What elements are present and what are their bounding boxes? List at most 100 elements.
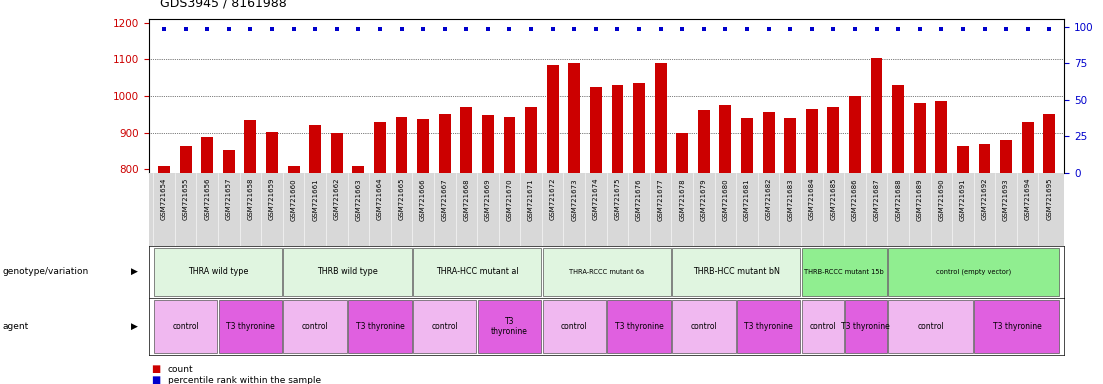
Bar [417, 119, 429, 384]
Point [803, 26, 821, 33]
Text: control: control [918, 322, 944, 331]
Bar [396, 117, 407, 384]
Point [674, 26, 692, 33]
Bar [762, 113, 774, 384]
Text: GSM721677: GSM721677 [657, 178, 664, 220]
Bar [676, 132, 688, 384]
Text: GDS3945 / 8161988: GDS3945 / 8161988 [160, 0, 287, 10]
Point [199, 26, 216, 33]
Point [781, 26, 799, 33]
Text: GSM721690: GSM721690 [939, 178, 944, 220]
Bar [741, 118, 753, 384]
Bar [439, 114, 451, 384]
Point [760, 26, 778, 33]
Text: T3 thyronine: T3 thyronine [745, 322, 793, 331]
Point [522, 26, 539, 33]
Text: control: control [302, 322, 329, 331]
Point [825, 26, 843, 33]
Text: GSM721675: GSM721675 [614, 178, 621, 220]
Text: GSM721689: GSM721689 [917, 178, 923, 220]
Bar [672, 300, 736, 353]
Point [587, 26, 604, 33]
Point [501, 26, 518, 33]
Bar [460, 107, 472, 384]
Text: agent: agent [2, 322, 29, 331]
Bar [568, 63, 580, 384]
Bar [482, 115, 494, 384]
Text: control: control [561, 322, 588, 331]
Bar [309, 125, 321, 384]
Bar [154, 248, 282, 296]
Text: ▶: ▶ [131, 322, 138, 331]
Bar [352, 166, 364, 384]
Bar [633, 83, 645, 384]
Bar [288, 166, 300, 384]
Bar [158, 166, 170, 384]
Bar [888, 248, 1059, 296]
Point [479, 26, 496, 33]
Bar [413, 300, 476, 353]
Point [695, 26, 713, 33]
Bar [827, 107, 839, 384]
Text: GSM721679: GSM721679 [700, 178, 707, 220]
Text: GSM721662: GSM721662 [334, 178, 340, 220]
Bar [223, 151, 235, 384]
Bar [547, 65, 558, 384]
Bar [845, 300, 887, 353]
Point [242, 26, 259, 33]
Point [932, 26, 950, 33]
Text: THRA-RCCC mutant 6a: THRA-RCCC mutant 6a [569, 269, 644, 275]
Text: control: control [172, 322, 199, 331]
Point [717, 26, 735, 33]
Text: count: count [168, 365, 193, 374]
Point [307, 26, 324, 33]
Point [415, 26, 432, 33]
Bar [1000, 140, 1013, 384]
Point [630, 26, 647, 33]
Point [436, 26, 453, 33]
Point [738, 26, 756, 33]
Point [393, 26, 410, 33]
Bar [784, 118, 796, 384]
Text: ▶: ▶ [131, 267, 138, 276]
Point [285, 26, 302, 33]
Bar [935, 101, 947, 384]
Bar [504, 117, 515, 384]
Text: GSM721664: GSM721664 [377, 178, 383, 220]
Text: GSM721669: GSM721669 [485, 178, 491, 220]
Text: GSM721659: GSM721659 [269, 178, 275, 220]
Text: T3 thyronine: T3 thyronine [842, 322, 890, 331]
Bar [802, 248, 887, 296]
Text: T3 thyronine: T3 thyronine [993, 322, 1041, 331]
Bar [283, 248, 411, 296]
Bar [849, 96, 861, 384]
Bar [978, 144, 990, 384]
Point [176, 26, 194, 33]
Point [566, 26, 583, 33]
Point [458, 26, 475, 33]
Point [609, 26, 627, 33]
Bar [478, 300, 542, 353]
Bar [913, 103, 925, 384]
Text: GSM721661: GSM721661 [312, 178, 318, 220]
Text: GSM721685: GSM721685 [831, 178, 836, 220]
Bar [543, 248, 671, 296]
Bar [698, 110, 709, 384]
Point [371, 26, 388, 33]
Text: GSM721686: GSM721686 [852, 178, 858, 220]
Point [997, 26, 1015, 33]
Text: GSM721672: GSM721672 [549, 178, 556, 220]
Point [156, 26, 173, 33]
Point [264, 26, 281, 33]
Text: GSM721682: GSM721682 [765, 178, 772, 220]
Text: GSM721671: GSM721671 [528, 178, 534, 220]
Bar [719, 105, 731, 384]
Point [1040, 26, 1058, 33]
Bar [413, 248, 542, 296]
Point [219, 26, 237, 33]
Text: T3 thyronine: T3 thyronine [614, 322, 663, 331]
Bar [331, 132, 343, 384]
Bar [1043, 114, 1056, 384]
Bar [608, 300, 671, 353]
Point [350, 26, 367, 33]
